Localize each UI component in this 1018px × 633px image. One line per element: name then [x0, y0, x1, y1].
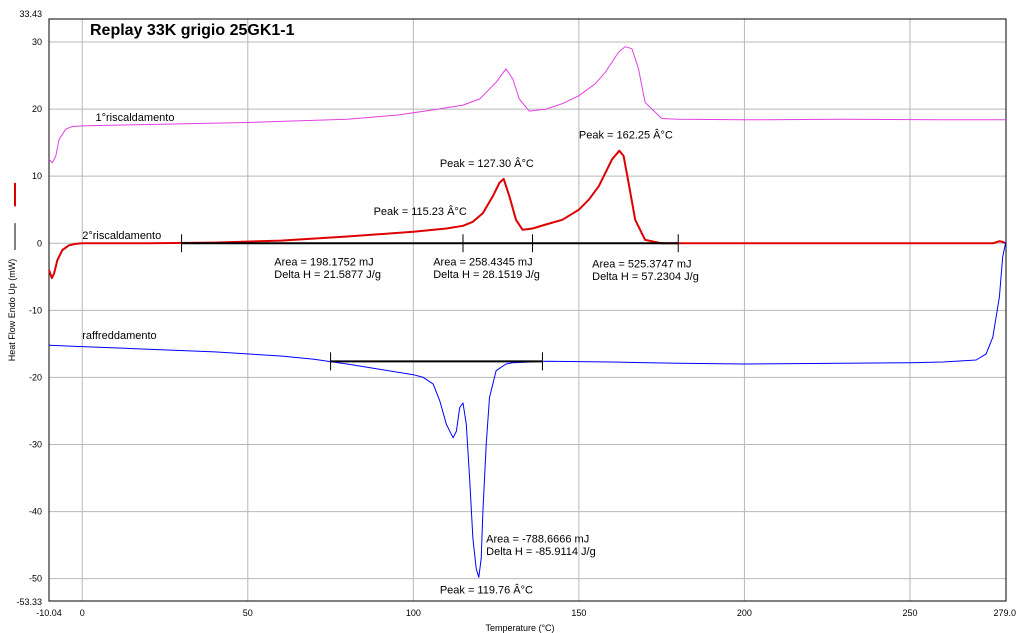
- annotation-label: Area = -788.6666 mJ: [486, 533, 589, 545]
- annotation-label: Area = 198.1752 mJ: [274, 256, 373, 268]
- x-tick-label: 100: [406, 608, 421, 618]
- annotation-label: Delta H = 57.2304 J/g: [592, 271, 699, 283]
- annotation-label: Delta H = -85.9114 J/g: [486, 546, 596, 558]
- plot-frame: [48, 18, 1007, 602]
- chart-title: Replay 33K grigio 25GK1-1: [90, 22, 295, 39]
- x-min-label: -10.04: [36, 608, 62, 618]
- y-tick-label: -10: [29, 305, 42, 315]
- y-tick-label: -20: [29, 372, 42, 382]
- grid-layer: [49, 19, 1006, 601]
- annotation-label: Delta H = 28.1519 J/g: [433, 269, 540, 281]
- baseline-layer: [181, 234, 679, 371]
- y-axis-title: Heat Flow Endo Up (mW): [7, 259, 17, 362]
- x-max-label: 279.0: [993, 608, 1016, 618]
- y-tick-label: 10: [32, 171, 42, 181]
- x-tick-label: 50: [243, 608, 253, 618]
- label-layer: 1°riscaldamento 2°riscaldamento raffreddam…: [82, 112, 699, 596]
- y-tick-label: 30: [32, 37, 42, 47]
- annotation-label: Peak = 162.25 Â°C: [579, 129, 673, 142]
- x-tick-label: 0: [80, 608, 85, 618]
- y-tick-label: -30: [29, 439, 42, 449]
- annotation-label: Area = 258.4345 mJ: [433, 256, 532, 268]
- series-line-1: [48, 46, 1006, 164]
- axis-layer: 0 50 100 150 200 2503020100-10-20-30-40-50-10…: [14, 9, 1016, 618]
- annotation-label: Delta H = 21.5877 J/g: [274, 269, 381, 281]
- x-tick-label: 200: [737, 608, 752, 618]
- y-max-label: 33.43: [19, 9, 42, 19]
- y-tick-label: 0: [37, 238, 42, 248]
- y-tick-label: -40: [29, 507, 42, 517]
- y-tick-label: -50: [29, 574, 42, 584]
- series-label: raffreddamento: [82, 330, 156, 342]
- annotation-label: Peak = 119.76 Â°C: [440, 583, 533, 596]
- annotation-label: Peak = 115.23 Â°C: [374, 205, 467, 218]
- x-axis-title: Temperature (°C): [485, 623, 554, 633]
- y-min-label: -53.33: [16, 597, 42, 607]
- annotation-label: Area = 525.3747 mJ: [592, 258, 691, 270]
- x-tick-label: 150: [571, 608, 586, 618]
- series-layer: [48, 46, 1007, 578]
- series-line-2: [48, 149, 1007, 280]
- series-label: 2°riscaldamento: [82, 230, 161, 242]
- y-tick-label: 20: [32, 104, 42, 114]
- x-tick-label: 250: [902, 608, 917, 618]
- series-line-3: [49, 241, 1007, 578]
- series-label: 1°riscaldamento: [95, 112, 174, 124]
- annotation-label: Peak = 127.30 Â°C: [440, 157, 534, 170]
